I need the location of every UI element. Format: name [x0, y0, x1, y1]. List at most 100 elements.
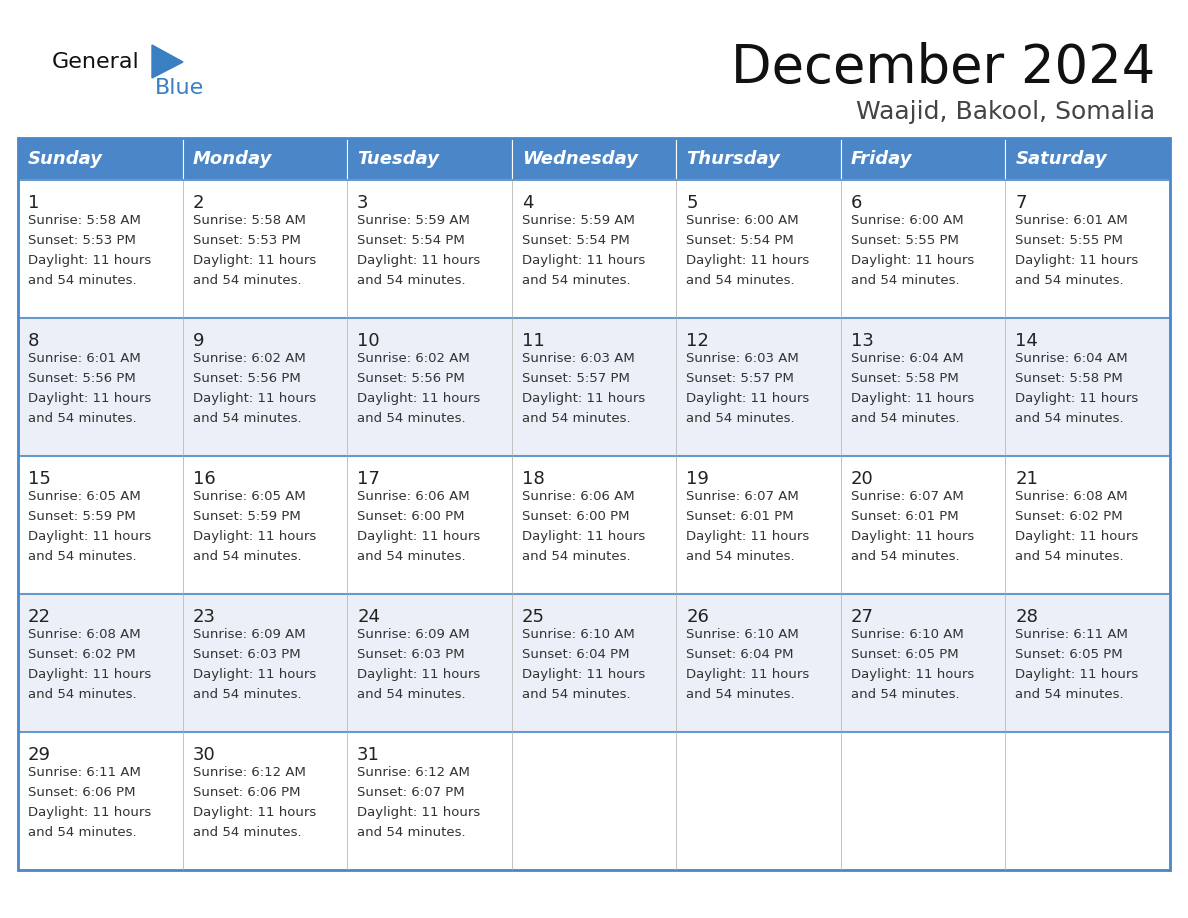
Text: and 54 minutes.: and 54 minutes. — [29, 274, 137, 287]
Bar — [18, 456, 183, 594]
Text: Sunrise: 5:59 AM: Sunrise: 5:59 AM — [358, 214, 470, 227]
Text: 27: 27 — [851, 608, 874, 626]
Text: Sunset: 5:54 PM: Sunset: 5:54 PM — [358, 234, 465, 247]
Text: Daylight: 11 hours: Daylight: 11 hours — [522, 668, 645, 681]
Text: Daylight: 11 hours: Daylight: 11 hours — [687, 530, 809, 543]
Text: 8: 8 — [29, 332, 39, 350]
Bar — [1005, 138, 1170, 180]
Text: Thursday: Thursday — [687, 150, 781, 168]
Bar — [676, 456, 841, 594]
Text: Sunrise: 6:04 AM: Sunrise: 6:04 AM — [1016, 352, 1129, 365]
Text: Wednesday: Wednesday — [522, 150, 638, 168]
Text: Sunset: 5:53 PM: Sunset: 5:53 PM — [29, 234, 135, 247]
Text: and 54 minutes.: and 54 minutes. — [851, 274, 960, 287]
Text: Sunrise: 6:10 AM: Sunrise: 6:10 AM — [522, 628, 634, 641]
Text: and 54 minutes.: and 54 minutes. — [29, 412, 137, 425]
Text: Daylight: 11 hours: Daylight: 11 hours — [1016, 392, 1138, 405]
Text: General: General — [52, 52, 140, 72]
Text: 18: 18 — [522, 470, 544, 488]
Text: 26: 26 — [687, 608, 709, 626]
Bar — [841, 180, 1005, 318]
Bar — [1005, 318, 1170, 456]
Bar — [841, 138, 1005, 180]
Text: Sunset: 6:00 PM: Sunset: 6:00 PM — [522, 510, 630, 523]
Text: Sunrise: 6:04 AM: Sunrise: 6:04 AM — [851, 352, 963, 365]
Text: and 54 minutes.: and 54 minutes. — [522, 550, 631, 563]
Text: Sunset: 5:59 PM: Sunset: 5:59 PM — [192, 510, 301, 523]
Text: and 54 minutes.: and 54 minutes. — [192, 274, 302, 287]
Bar — [676, 180, 841, 318]
Text: Sunrise: 6:07 AM: Sunrise: 6:07 AM — [687, 490, 800, 503]
Bar — [347, 180, 512, 318]
Text: and 54 minutes.: and 54 minutes. — [192, 412, 302, 425]
Text: and 54 minutes.: and 54 minutes. — [29, 688, 137, 701]
Text: Daylight: 11 hours: Daylight: 11 hours — [192, 392, 316, 405]
Bar — [1005, 180, 1170, 318]
Text: Daylight: 11 hours: Daylight: 11 hours — [358, 668, 480, 681]
Text: Sunset: 5:55 PM: Sunset: 5:55 PM — [1016, 234, 1124, 247]
Text: and 54 minutes.: and 54 minutes. — [687, 412, 795, 425]
Text: Sunset: 5:58 PM: Sunset: 5:58 PM — [1016, 372, 1123, 385]
Text: Daylight: 11 hours: Daylight: 11 hours — [1016, 530, 1138, 543]
Text: 23: 23 — [192, 608, 215, 626]
Bar — [18, 138, 183, 180]
Bar — [347, 456, 512, 594]
Text: Sunset: 5:56 PM: Sunset: 5:56 PM — [192, 372, 301, 385]
Text: 22: 22 — [29, 608, 51, 626]
Text: Sunset: 6:03 PM: Sunset: 6:03 PM — [358, 648, 465, 661]
Text: Sunset: 5:54 PM: Sunset: 5:54 PM — [687, 234, 794, 247]
Text: Sunday: Sunday — [29, 150, 103, 168]
Text: Daylight: 11 hours: Daylight: 11 hours — [192, 806, 316, 819]
Bar — [676, 594, 841, 732]
Text: and 54 minutes.: and 54 minutes. — [192, 550, 302, 563]
Text: and 54 minutes.: and 54 minutes. — [358, 274, 466, 287]
Text: 12: 12 — [687, 332, 709, 350]
Text: and 54 minutes.: and 54 minutes. — [851, 412, 960, 425]
Text: and 54 minutes.: and 54 minutes. — [851, 550, 960, 563]
Text: 7: 7 — [1016, 194, 1026, 212]
Text: Sunrise: 6:08 AM: Sunrise: 6:08 AM — [1016, 490, 1129, 503]
Text: Daylight: 11 hours: Daylight: 11 hours — [1016, 668, 1138, 681]
Text: 31: 31 — [358, 746, 380, 764]
Bar — [1005, 456, 1170, 594]
Bar — [512, 732, 676, 870]
Bar — [183, 732, 347, 870]
Bar — [512, 456, 676, 594]
Text: and 54 minutes.: and 54 minutes. — [1016, 688, 1124, 701]
Text: and 54 minutes.: and 54 minutes. — [522, 412, 631, 425]
Text: Sunset: 6:01 PM: Sunset: 6:01 PM — [851, 510, 959, 523]
Text: 16: 16 — [192, 470, 215, 488]
Text: 11: 11 — [522, 332, 544, 350]
Text: and 54 minutes.: and 54 minutes. — [1016, 274, 1124, 287]
Text: and 54 minutes.: and 54 minutes. — [192, 826, 302, 839]
Text: Daylight: 11 hours: Daylight: 11 hours — [192, 254, 316, 267]
Text: Sunset: 5:56 PM: Sunset: 5:56 PM — [358, 372, 465, 385]
Text: Sunrise: 6:02 AM: Sunrise: 6:02 AM — [358, 352, 470, 365]
Text: and 54 minutes.: and 54 minutes. — [1016, 412, 1124, 425]
Text: Sunset: 5:54 PM: Sunset: 5:54 PM — [522, 234, 630, 247]
Text: Daylight: 11 hours: Daylight: 11 hours — [29, 530, 151, 543]
Text: Daylight: 11 hours: Daylight: 11 hours — [29, 392, 151, 405]
Text: Daylight: 11 hours: Daylight: 11 hours — [29, 806, 151, 819]
Text: 9: 9 — [192, 332, 204, 350]
Bar — [18, 318, 183, 456]
Text: Daylight: 11 hours: Daylight: 11 hours — [687, 254, 809, 267]
Text: 24: 24 — [358, 608, 380, 626]
Bar — [512, 318, 676, 456]
Text: Daylight: 11 hours: Daylight: 11 hours — [358, 806, 480, 819]
Text: 6: 6 — [851, 194, 862, 212]
Text: and 54 minutes.: and 54 minutes. — [29, 826, 137, 839]
Text: and 54 minutes.: and 54 minutes. — [358, 550, 466, 563]
Bar — [841, 318, 1005, 456]
Text: Sunset: 6:06 PM: Sunset: 6:06 PM — [192, 786, 301, 799]
Text: Sunrise: 6:10 AM: Sunrise: 6:10 AM — [687, 628, 800, 641]
Text: Sunrise: 6:11 AM: Sunrise: 6:11 AM — [1016, 628, 1129, 641]
Text: Sunrise: 5:58 AM: Sunrise: 5:58 AM — [192, 214, 305, 227]
Bar — [512, 594, 676, 732]
Text: 2: 2 — [192, 194, 204, 212]
Text: and 54 minutes.: and 54 minutes. — [522, 274, 631, 287]
Text: and 54 minutes.: and 54 minutes. — [687, 688, 795, 701]
Text: Daylight: 11 hours: Daylight: 11 hours — [522, 530, 645, 543]
Text: Sunrise: 6:12 AM: Sunrise: 6:12 AM — [358, 766, 470, 779]
Text: Daylight: 11 hours: Daylight: 11 hours — [522, 392, 645, 405]
